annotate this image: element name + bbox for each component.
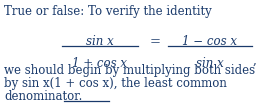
Text: 1 − cos x: 1 − cos x: [182, 35, 238, 48]
Text: True or false: To verify the identity: True or false: To verify the identity: [4, 5, 212, 18]
Text: we should begin by multiplying both sides: we should begin by multiplying both side…: [4, 64, 255, 77]
Text: sin x: sin x: [86, 35, 114, 48]
Text: by sin x(1 + cos x), the least common: by sin x(1 + cos x), the least common: [4, 77, 227, 90]
Text: 1 + cos x: 1 + cos x: [73, 57, 127, 70]
Text: denominator.: denominator.: [4, 90, 82, 103]
Text: sin x: sin x: [196, 57, 224, 70]
Text: =: =: [150, 35, 161, 48]
Text: ,: ,: [253, 54, 257, 67]
